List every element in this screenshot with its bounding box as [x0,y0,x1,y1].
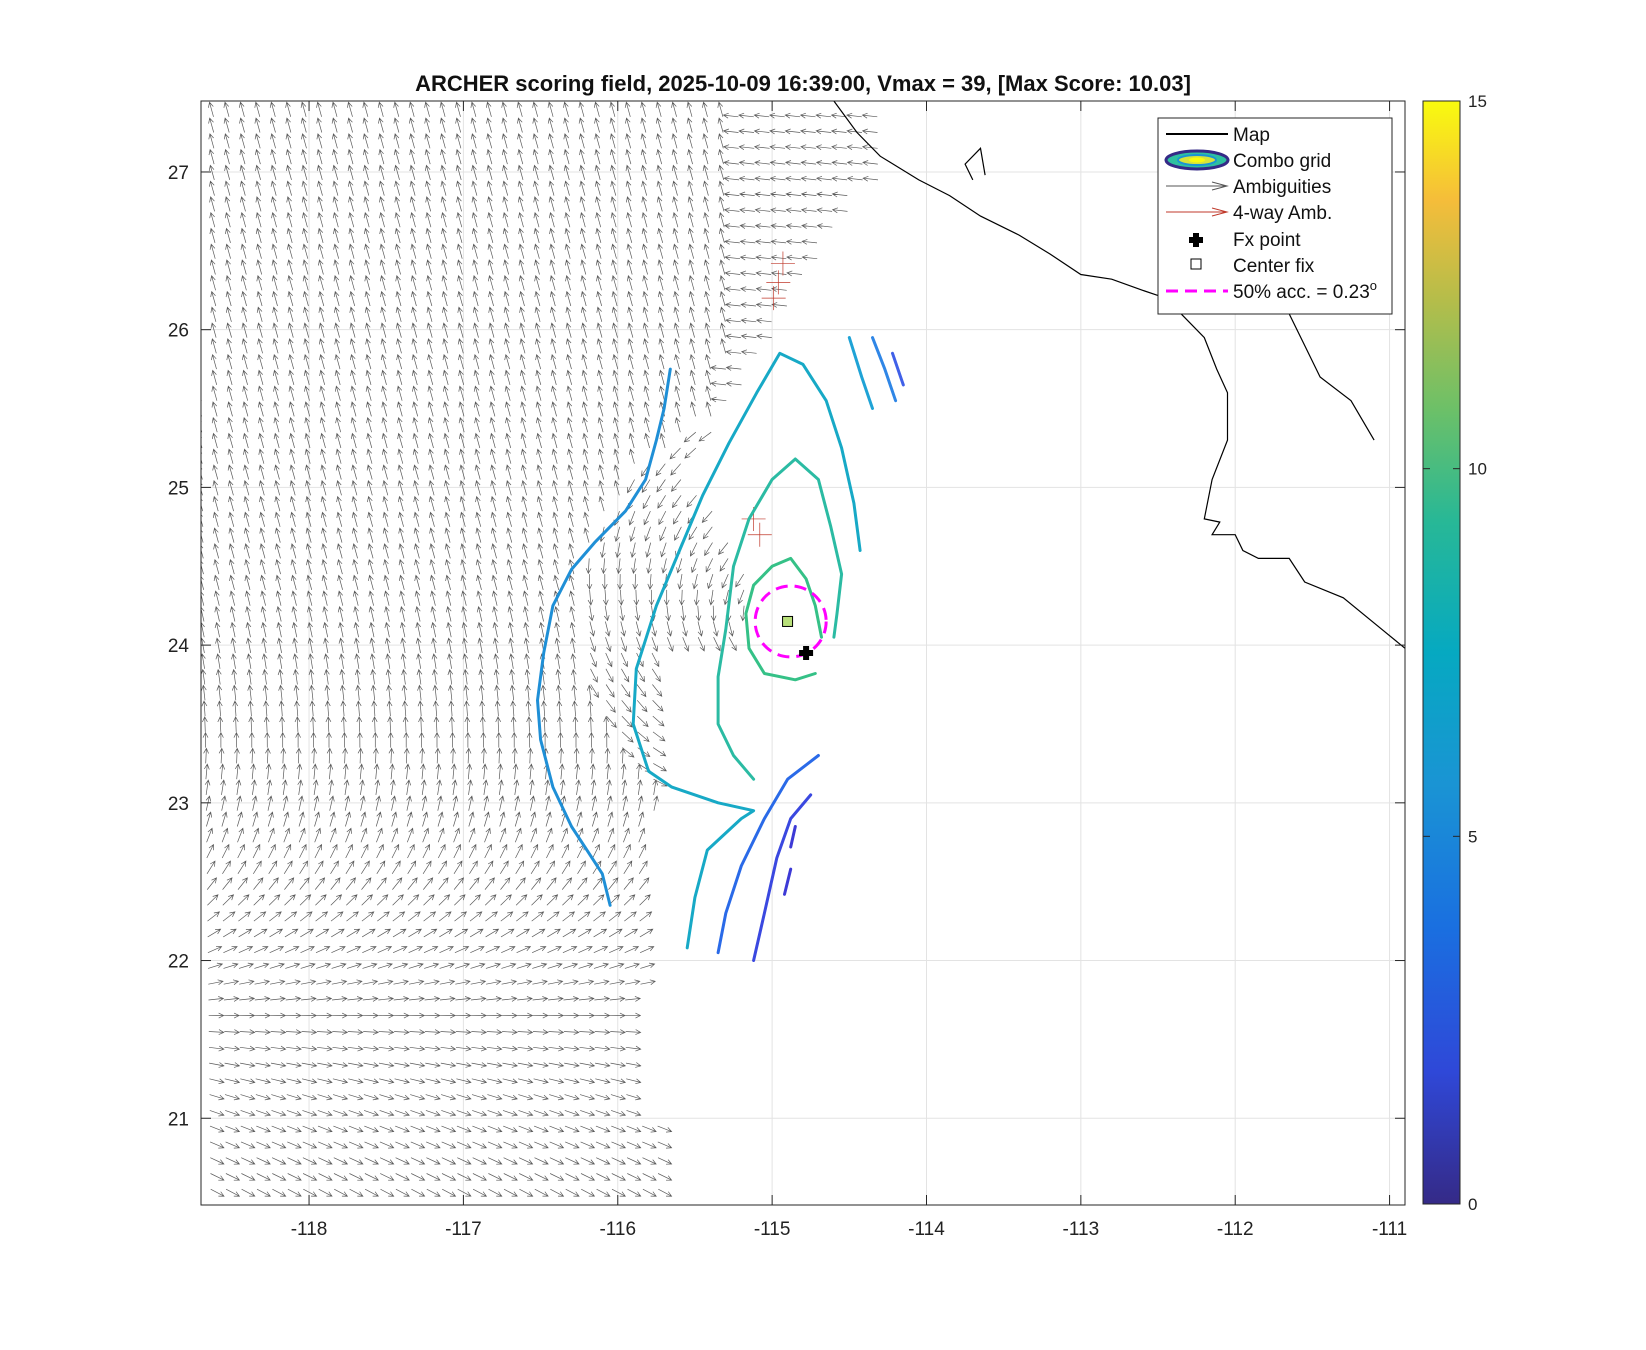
score-contour [789,825,797,849]
fx-point-marker [799,646,814,660]
score-contour [744,556,823,682]
colorbar-tick-label: 0 [1468,1195,1477,1214]
score-contour [783,867,793,896]
legend: Map Combo grid Ambiguities 4-way Amb. Fx… [1157,117,1393,315]
plot-frame [200,100,1406,1206]
wind-ambiguity-vectors [201,101,879,1205]
center-fix-marker [782,615,794,627]
colorbar-tick-label: 5 [1468,827,1477,846]
legend-center-fix-swatch [1190,258,1202,270]
x-tick-label: -117 [445,1219,482,1240]
x-tick-label: -115 [754,1219,791,1240]
y-tick-label: 21 [168,1109,189,1130]
legend-ambiguities-swatch [1166,181,1229,191]
four-way-vectors [741,251,795,547]
wind-vectors [201,101,879,1205]
x-tick-label: -116 [599,1219,636,1240]
legend-4way-swatch [1166,207,1229,217]
legend-label-4way: 4-way Amb. [1233,203,1332,224]
legend-label-fx-point: Fx point [1233,230,1301,251]
legend-label-center-fix: Center fix [1233,256,1315,277]
score-contours [536,336,905,962]
colorbar-tick-label: 10 [1468,460,1487,479]
coastline-segment [833,101,1405,649]
y-tick-label: 24 [168,636,190,657]
legend-label-ambiguities: Ambiguities [1233,177,1331,198]
score-contour [631,351,862,950]
legend-combo-grid-swatch [1164,149,1230,171]
legend-fx-point-swatch [1189,233,1203,247]
y-tick-label: 22 [168,952,189,973]
y-tick-label: 23 [168,794,189,815]
legend-label-map: Map [1233,125,1270,146]
score-contour [847,336,874,410]
colorbar [1422,100,1461,1205]
y-tick-label: 26 [168,321,189,342]
score-contour [716,754,820,955]
score-contour [871,336,898,403]
x-tick-label: -113 [1063,1219,1100,1240]
colorbar-ticks: 0 5 10 15 [1423,92,1487,1214]
score-contour [716,457,844,781]
x-tick-label: -114 [908,1219,945,1240]
x-tick-label: -112 [1217,1219,1254,1240]
y-tick-label: 25 [168,478,189,499]
colorbar-tick-label: 15 [1468,92,1487,111]
accuracy-circle [753,584,828,659]
x-tick-label: -111 [1372,1219,1407,1240]
score-contour [891,351,905,387]
fix-markers [753,584,828,660]
coastline-segment [964,147,986,181]
score-contour [536,367,672,907]
chart-title: ARCHER scoring field, 2025-10-09 16:39:0… [415,71,1191,96]
x-tick-label: -118 [291,1219,328,1240]
score-contour [752,793,813,962]
legend-label-accuracy: 50% acc. = 0.23o [1233,278,1377,303]
y-axis-ticks: 21 22 23 24 25 26 27 [168,163,1405,1130]
legend-label-combo-grid: Combo grid [1233,151,1331,172]
x-axis-ticks: -118 -117 -116 -115 -114 -113 -112 -111 [291,101,1407,1240]
y-tick-label: 27 [168,163,189,184]
